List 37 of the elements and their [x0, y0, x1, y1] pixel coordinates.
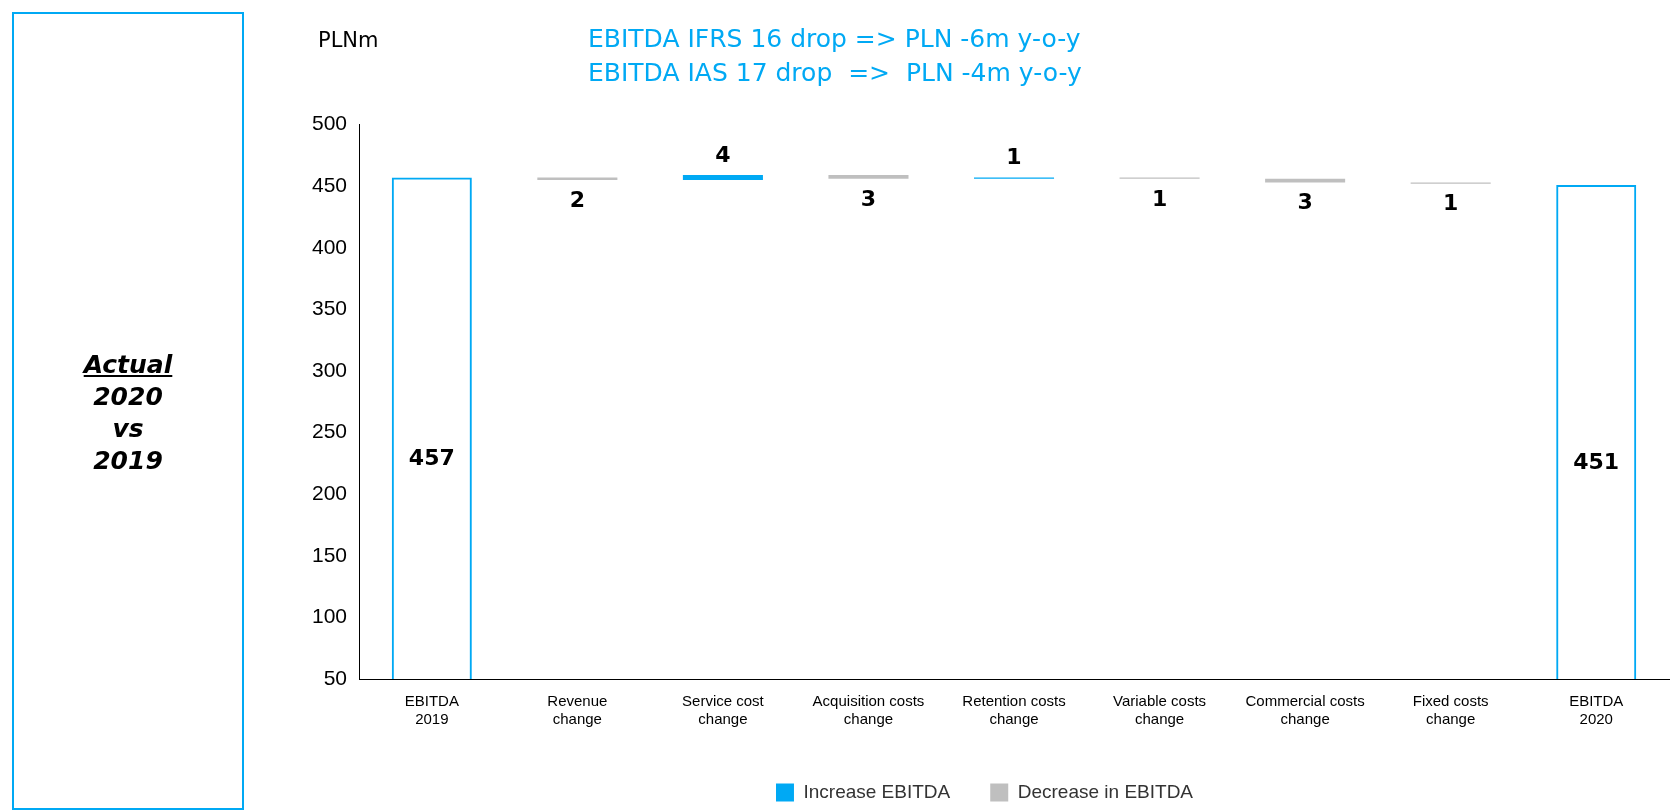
y-tick-label: 250: [311, 419, 348, 443]
text: vs: [111, 413, 145, 445]
y-tick-label: 450: [311, 173, 348, 196]
y-tick-label: 150: [311, 542, 348, 566]
data-label: 451: [1573, 448, 1620, 474]
text: 2019: [92, 445, 164, 477]
data-label: 1: [1006, 144, 1022, 170]
x-tick-label: EBITDA 2019: [404, 692, 459, 728]
y-axis-title: PLNm: [318, 28, 379, 52]
text: 2020: [92, 381, 164, 413]
data-label: 2: [569, 186, 586, 212]
y-tick-label: 50: [323, 665, 348, 689]
data-label: 3: [860, 185, 877, 211]
x-tick-label: EBITDA 2020: [1569, 692, 1624, 728]
y-tick-label: 400: [311, 234, 348, 258]
x-tick-label: Retention costs change: [962, 692, 1066, 728]
y-tick-label: 100: [311, 604, 348, 628]
x-tick-label: Fixed costs change: [1412, 692, 1489, 728]
data-label: 457: [408, 444, 455, 470]
y-tick-label: 350: [311, 296, 348, 320]
x-tick-label: Variable costs change: [1113, 692, 1207, 728]
x-tick-label: Service cost change: [682, 692, 765, 728]
data-label: 3: [1297, 189, 1313, 215]
x-tick-label: Acquisition costs change: [812, 692, 925, 728]
legend-label: Increase EBITDA: [803, 780, 951, 802]
text: Actual: [81, 349, 174, 381]
legend-label: Decrease in EBITDA: [1017, 780, 1194, 802]
data-label: 1: [1151, 185, 1168, 211]
data-label: 4: [715, 141, 731, 167]
data-label: 1: [1443, 190, 1459, 216]
y-tick-label: 200: [311, 481, 348, 504]
x-tick-label: Commercial costs change: [1245, 692, 1365, 728]
chart-title: EBITDA IFRS 16 drop => PLN -6m y-o-y: [588, 23, 1082, 55]
chart-subtitle: EBITDA IAS 17 drop => PLN -4m y-o-y: [588, 57, 1082, 89]
y-tick-label: 500: [311, 111, 348, 135]
y-tick-label: 300: [311, 357, 348, 381]
x-tick-label: Revenue change: [547, 692, 608, 728]
